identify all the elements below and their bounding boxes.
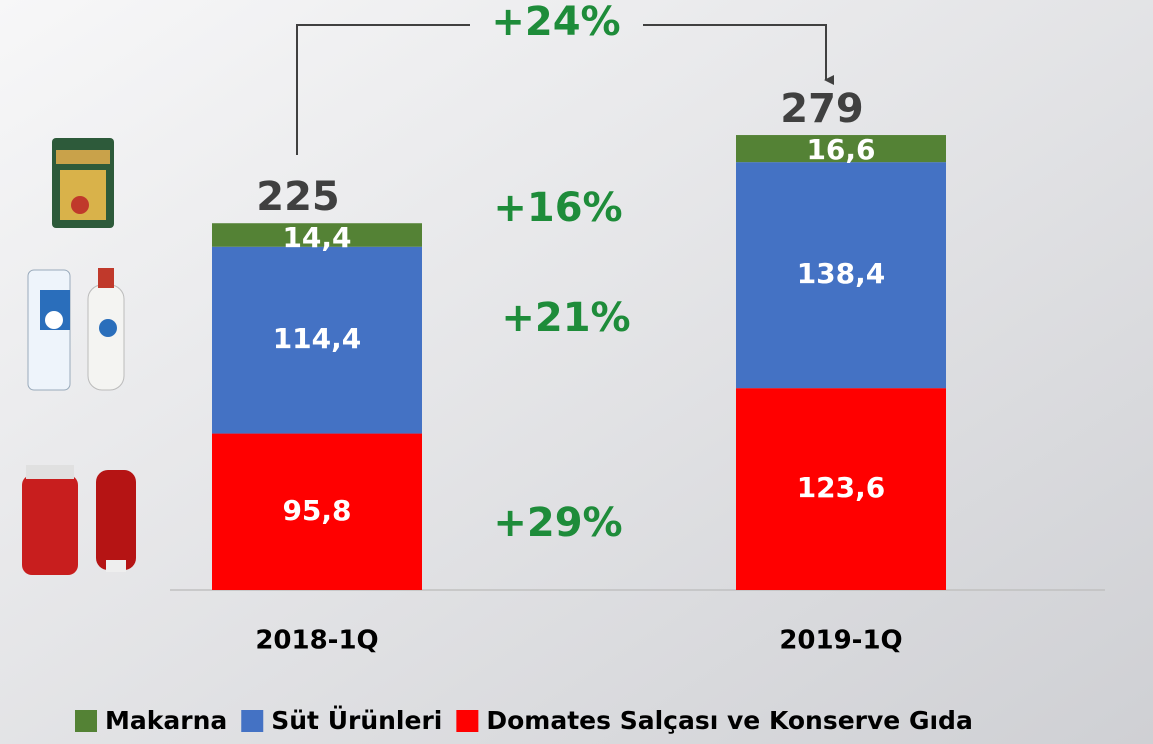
category-label: 2018-1Q: [255, 626, 378, 656]
value-label: 138,4: [797, 257, 886, 290]
product-pasta: [52, 138, 114, 228]
background: [0, 0, 1153, 744]
total-label: 225: [256, 174, 340, 220]
value-label: 123,6: [797, 471, 886, 504]
value-label: 95,8: [282, 494, 351, 527]
segment-growth: +21%: [501, 295, 630, 341]
category-label: 2019-1Q: [779, 626, 902, 656]
legend-swatch: [75, 710, 97, 732]
total-label: 279: [780, 86, 864, 132]
page: +24% 95,8 114,4 14,4225 2018-1Q 123,6 138,4 16…: [0, 0, 1153, 744]
legend-label: Süt Ürünleri: [271, 705, 442, 735]
chart: +24% 95,8 114,4 14,4225 2018-1Q 123,6 138,4 16…: [0, 0, 1153, 744]
segment-growth: +29%: [493, 500, 622, 546]
value-label: 16,6: [806, 133, 875, 166]
value-label: 14,4: [282, 221, 351, 254]
legend-label: Makarna: [105, 706, 227, 735]
legend-swatch: [456, 710, 478, 732]
legend-label: Domates Salçası ve Konserve Gıda: [486, 706, 972, 735]
value-label: 114,4: [273, 322, 362, 355]
legend-swatch: [241, 710, 263, 732]
segment-growth: +16%: [493, 185, 622, 231]
total-growth: +24%: [491, 0, 620, 45]
